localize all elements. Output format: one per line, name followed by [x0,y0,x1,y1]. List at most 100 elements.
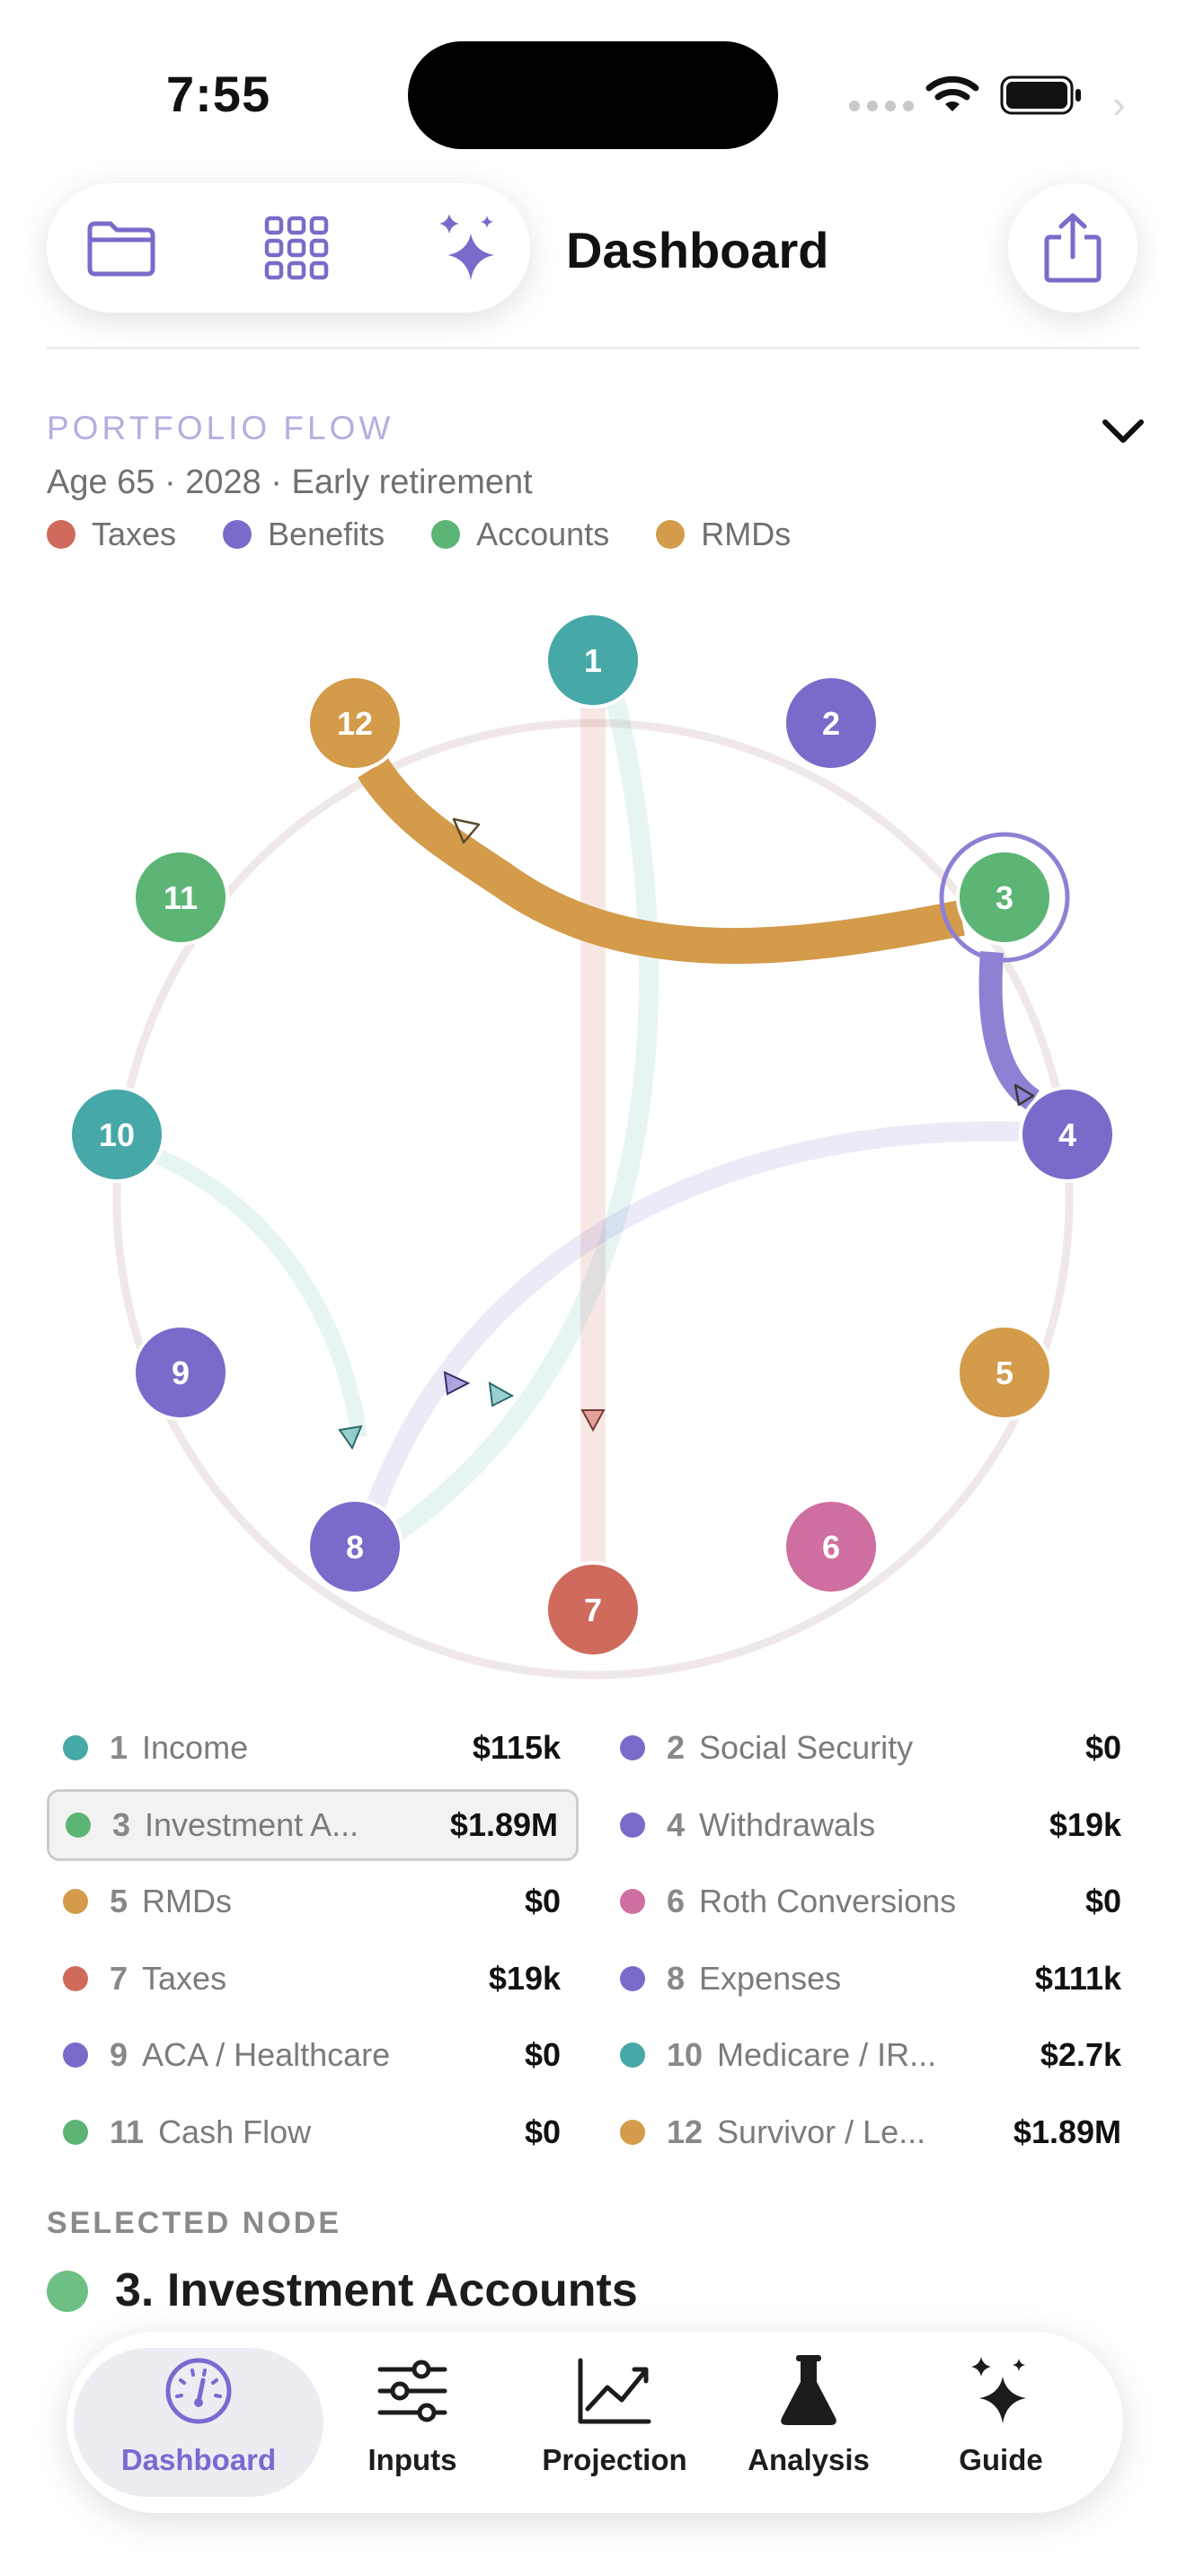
tab-guide[interactable]: Guide [929,2348,1073,2497]
node-color-dot [63,1965,88,1991]
chord-node-circle [132,1324,229,1421]
node-name: Social Security [699,1729,914,1766]
legend-label: Benefits [268,516,385,552]
grid-button[interactable] [261,212,332,284]
chord-node-label: 1 [584,642,602,679]
node-name: Roth Conversions [699,1883,957,1919]
cellular-signal-icon [849,101,914,111]
node-row-2[interactable]: 2 Social Security $0 [604,1712,1139,1784]
node-number: 10 [667,2036,704,2073]
tab-dashboard[interactable]: Dashboard [74,2348,323,2497]
ai-assist-button[interactable] [433,212,505,284]
chord-node-8[interactable]: 8 [306,1498,403,1595]
node-row-5[interactable]: 5 RMDs $0 [47,1866,579,1937]
battery-icon [1000,75,1081,115]
chord-node-label: 12 [337,705,373,742]
node-value: $19k [488,1959,561,1997]
node-color-dot [620,1965,645,1991]
node-row-7[interactable]: 7 Taxes $19k [47,1943,579,2015]
node-number: 5 [110,1883,128,1919]
node-color-dot [66,1812,91,1838]
tab-inputs[interactable]: Inputs [345,2348,480,2497]
node-row-9[interactable]: 9 ACA / Healthcare $0 [47,2019,579,2091]
node-name: Withdrawals [699,1805,876,1843]
node-value: $1.89M [449,1805,558,1843]
node-name: RMDs [142,1883,233,1919]
legend-label: Accounts [476,516,610,552]
node-number: 9 [110,2036,128,2073]
chord-node-circle [783,1498,880,1595]
node-row-10[interactable]: 10 Medicare / IR... $2.7k [604,2019,1139,2091]
gauge-icon [165,2358,232,2424]
node-color-dot [620,2042,645,2068]
scenario-subtitle: Age 65 · 2028 · Early retirement [47,463,533,501]
tab-projection[interactable]: Projection [525,2348,704,2497]
chord-node-10[interactable]: 10 [68,1086,165,1183]
legend-item: Taxes [47,516,176,553]
chevron-down-icon [1102,419,1144,443]
node-row-11[interactable]: 11 Cash Flow $0 [47,2096,579,2168]
flow-arrow [488,1381,515,1407]
legend-item: RMDs [656,516,791,553]
node-color-dot [620,1889,645,1914]
node-name: Expenses [699,1959,842,1997]
share-button[interactable] [1008,183,1137,313]
chord-node-label: 2 [822,705,840,742]
selected-node-ring [939,832,1070,963]
chord-node-1[interactable]: 1 [544,612,642,709]
node-value: $115k [472,1729,561,1766]
tab-analysis[interactable]: Analysis [728,2348,890,2497]
chord-node-label: 5 [996,1354,1013,1391]
grid-icon [264,216,329,280]
toolbar [47,183,530,313]
status-time: 7:55 [166,66,271,122]
node-value: $0 [524,1883,561,1919]
node-color-dot [63,2119,88,2145]
chord-node-4[interactable]: 4 [1019,1086,1116,1183]
node-color-dot [620,2119,645,2145]
tab-label: Inputs [367,2443,457,2476]
chevron-right-icon: › [1112,83,1126,127]
chord-node-label: 10 [99,1116,135,1153]
chord-node-9[interactable]: 9 [132,1324,229,1421]
legend-item: Accounts [431,516,609,553]
chord-node-circle [783,675,880,772]
sparkles-icon [439,214,494,280]
node-name: Cash Flow [158,2113,312,2150]
folder-button[interactable] [85,212,157,284]
chord-node-3[interactable]: 3 [956,849,1053,946]
chord-node-11[interactable]: 11 [132,849,229,946]
node-name: Income [142,1729,249,1766]
flow-arrow [580,1409,606,1433]
chord-ring [112,719,1074,1680]
folder-icon [87,221,155,277]
chord-node-label: 3 [996,879,1013,916]
node-number: 12 [667,2113,704,2150]
chord-node-circle [1019,1086,1116,1183]
chord-node-12[interactable]: 12 [306,675,403,772]
node-number: 11 [110,2113,145,2150]
collapse-button[interactable] [1098,411,1148,451]
node-row-8[interactable]: 8 Expenses $111k [604,1943,1139,2015]
chord-node-2[interactable]: 2 [783,675,880,772]
flow-arrow [452,817,481,844]
dynamic-island [408,41,778,149]
node-row-3[interactable]: 3 Investment A... $1.89M [47,1788,579,1861]
node-row-4[interactable]: 4 Withdrawals $19k [604,1789,1139,1861]
node-row-6[interactable]: 6 Roth Conversions $0 [604,1866,1139,1937]
legend-dot [656,520,686,549]
node-number: 8 [667,1959,686,1997]
chord-node-6[interactable]: 6 [783,1498,880,1595]
chord-node-5[interactable]: 5 [956,1324,1053,1421]
node-number: 2 [667,1729,686,1766]
chord-node-7[interactable]: 7 [544,1561,642,1658]
chord-node-label: 7 [584,1592,602,1628]
tab-label: Projection [542,2443,687,2476]
node-row-1[interactable]: 1 Income $115k [47,1712,579,1784]
node-value: $0 [1084,1729,1121,1766]
node-row-12[interactable]: 12 Survivor / Le... $1.89M [604,2096,1139,2168]
chord-node-label: 9 [172,1354,190,1391]
flow-accounts-to-withdrawals [978,951,1040,1111]
